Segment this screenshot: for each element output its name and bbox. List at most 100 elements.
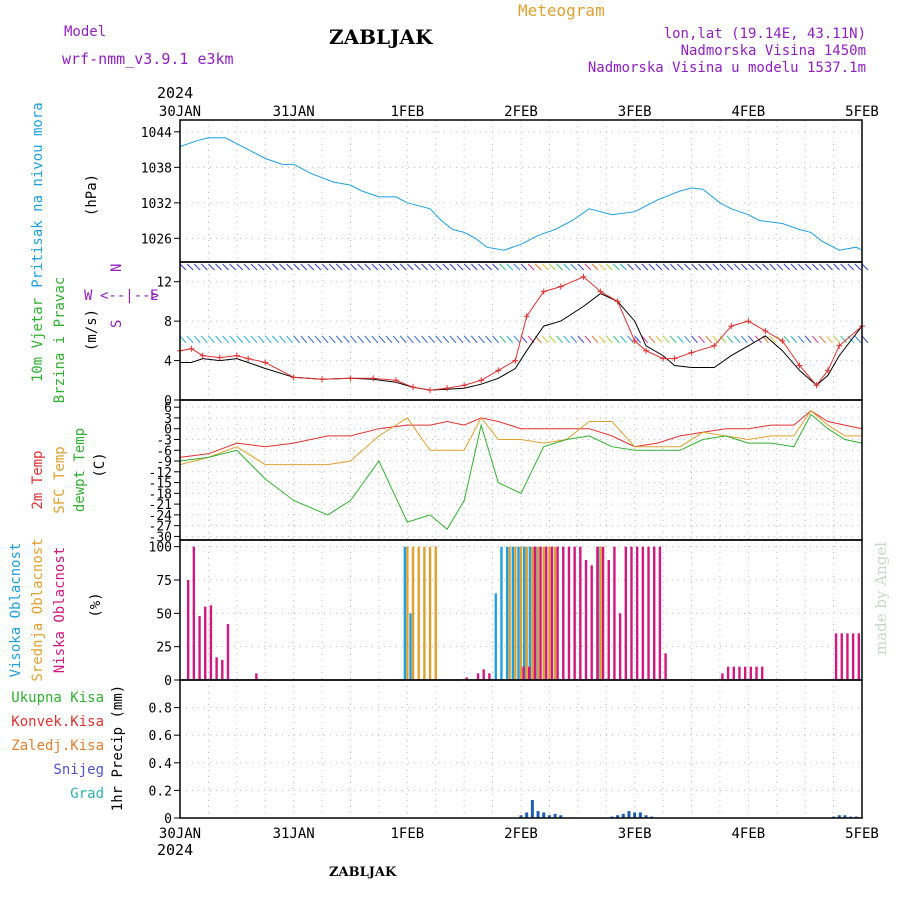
time-tick-label: 31JAN: [273, 104, 315, 120]
precipitation-panel: 0.8 0.6 0.4 0.2 0: [149, 679, 863, 827]
wind-direction-arrow: [506, 263, 514, 271]
temp-2m-label: 2m Temp: [30, 450, 46, 509]
precip-unit-label: 1hr Precip (mm): [110, 685, 126, 811]
wind-direction-arrow: [669, 263, 677, 271]
cloud-mid-bar: [519, 546, 523, 680]
wind-direction-arrow: [520, 263, 528, 271]
wind-direction-arrow: [719, 335, 727, 344]
precip-snow-bar: [525, 812, 529, 818]
cloud-high-label: Visoka Oblacnost: [8, 543, 24, 678]
wind-direction-arrow: [833, 335, 840, 344]
panel-labels: Pritisak na nivou mora (hPa) 10m Vjetar Brz…: [8, 102, 159, 811]
cloud-low-bar: [607, 560, 610, 680]
wind-gust-marker: [631, 337, 638, 344]
wind-direction-arrow: [819, 263, 826, 271]
wind-direction-arrow: [179, 335, 187, 344]
wind-direction-arrow: [307, 335, 315, 344]
meteogram-label: Meteogram: [518, 1, 605, 20]
wind-direction-arrow: [435, 263, 443, 271]
wind-gust-marker: [762, 328, 769, 334]
wind-direction-arrow: [286, 335, 293, 344]
wind-direction-arrow: [620, 335, 627, 344]
wind-direction-arrow: [477, 335, 485, 344]
wind-direction-arrow: [485, 335, 492, 344]
cloud-mid-bar: [536, 546, 540, 680]
wind-direction-arrow: [236, 335, 244, 344]
wind-direction-arrow: [684, 263, 691, 271]
wind-gust-marker: [199, 352, 206, 359]
cloud-mid-bar: [411, 546, 415, 680]
elevation-label: Nadmorska Visina 1450m: [681, 43, 866, 59]
temperature-ytick-label: -24: [149, 509, 173, 524]
pressure-ytick-label: 1044: [141, 126, 172, 141]
wind-direction-arrow: [847, 263, 855, 271]
cloud-high-bar: [528, 546, 532, 680]
wind-gust-marker: [824, 367, 831, 374]
wind-direction-arrow: [513, 263, 521, 271]
wind-gust-marker: [290, 374, 297, 381]
cloud-low-bar: [749, 666, 753, 680]
wind-direction-arrow: [328, 263, 336, 271]
time-tick-label: 4FEB: [731, 826, 765, 842]
wind-direction-arrow: [193, 263, 201, 271]
wind-ytick-label: 12: [156, 276, 172, 291]
year-top: 2024: [157, 84, 193, 102]
wind-direction-arrow: [307, 263, 315, 271]
precip-snow-bar: [519, 815, 523, 818]
wind-direction-arrow: [541, 263, 549, 271]
cloud-high-bar: [403, 546, 407, 680]
precip-snow-bar: [644, 815, 648, 818]
wind-direction-arrow: [272, 263, 279, 271]
temperature-ytick-label: -6: [156, 444, 172, 459]
temperature-ytick-label: -27: [149, 520, 172, 535]
wind-direction-arrow: [726, 263, 734, 271]
precip-snow-bar: [627, 811, 631, 818]
precip-snow-bar: [542, 812, 546, 818]
pressure-ytick-label: 1026: [141, 232, 172, 247]
wind-direction-arrow: [655, 263, 663, 271]
wind-direction-arrow: [321, 263, 329, 271]
wind-direction-arrow: [783, 335, 791, 344]
wind-gust-marker: [495, 367, 502, 374]
wind-gust-marker: [597, 288, 604, 295]
cloud-high-bar: [522, 546, 526, 680]
wind-direction-arrow: [350, 263, 357, 271]
time-tick-label: 1FEB: [390, 104, 424, 120]
lonlat-label: lon,lat (19.14E, 43.11N): [664, 26, 866, 42]
cloud-low-bar: [755, 666, 758, 680]
wind-direction-arrow: [371, 263, 379, 271]
wind-direction-arrow: [371, 335, 379, 344]
cloud-low-bar: [488, 673, 491, 680]
precip-snow-bar: [547, 815, 551, 818]
temperature-ytick-label: -9: [156, 455, 172, 470]
wind-direction-arrow: [321, 335, 329, 344]
wind-ytick-label: 4: [164, 355, 172, 370]
clouds-ytick-label: 100: [149, 541, 172, 556]
wind-direction-arrow: [641, 335, 649, 344]
wind-direction-arrow: [641, 263, 649, 271]
wind-direction-arrow: [620, 263, 627, 271]
wind-direction-arrow: [385, 263, 393, 271]
cloud-mid-bar: [542, 546, 545, 680]
cloud-low-label: Niska Oblacnost: [52, 547, 68, 673]
wind-direction-arrow: [818, 335, 826, 344]
wind-direction-arrow: [229, 263, 237, 271]
wind-gust-marker: [427, 387, 434, 394]
wind-direction-arrow: [271, 335, 279, 344]
cloud-mid-bar: [508, 546, 511, 680]
wind-direction-arrow: [563, 263, 570, 271]
wind-direction-arrow: [236, 263, 244, 271]
precip-snow-bar: [633, 812, 637, 818]
wind-direction-arrow: [634, 263, 642, 271]
wind-gust-marker: [745, 318, 752, 325]
wind-direction-arrow: [470, 335, 478, 344]
pressure-axis-label: Pritisak na nivou mora: [30, 102, 46, 287]
wind-direction-arrow: [492, 263, 499, 271]
wind-direction-arrow: [200, 263, 208, 271]
cloud-low-bar: [732, 666, 735, 680]
wind-direction-arrow: [222, 263, 229, 271]
temp-2m-line: [179, 410, 863, 458]
time-tick-label: 5FEB: [845, 104, 879, 120]
cloud-low-bar: [567, 546, 571, 680]
wind-gust-marker: [188, 345, 195, 352]
